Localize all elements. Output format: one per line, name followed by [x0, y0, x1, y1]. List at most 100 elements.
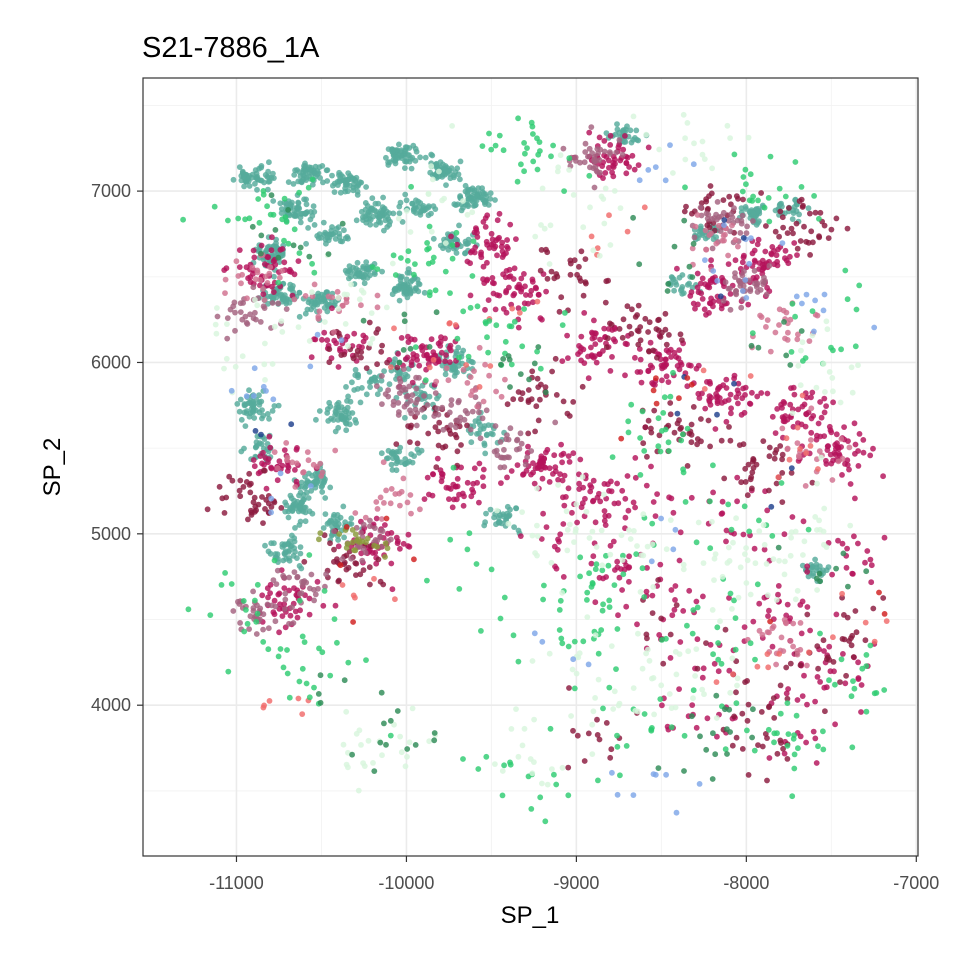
data-point	[835, 537, 841, 544]
data-point	[501, 446, 507, 453]
data-point	[559, 589, 566, 596]
data-point	[643, 131, 650, 138]
data-point	[446, 496, 452, 502]
data-point	[341, 677, 348, 684]
data-point	[322, 583, 328, 590]
data-point	[331, 558, 337, 565]
data-point	[453, 496, 460, 503]
data-point	[322, 495, 329, 501]
data-point	[583, 508, 590, 515]
data-point	[343, 544, 350, 551]
data-point	[534, 533, 541, 539]
data-point	[724, 726, 730, 732]
data-point	[576, 263, 582, 270]
data-point	[350, 355, 357, 362]
data-point	[302, 293, 309, 299]
data-point	[667, 517, 674, 523]
data-point	[855, 659, 861, 666]
data-point	[832, 681, 838, 688]
data-point	[643, 588, 650, 595]
data-point	[808, 415, 815, 422]
data-point	[487, 363, 494, 369]
data-point	[388, 486, 395, 492]
data-point	[275, 300, 282, 307]
data-point	[789, 410, 796, 416]
data-point	[853, 629, 860, 636]
data-point	[284, 454, 291, 461]
data-point	[531, 480, 538, 487]
data-point	[404, 753, 410, 760]
data-point	[442, 335, 448, 342]
data-point	[649, 541, 656, 547]
data-point	[783, 352, 790, 359]
data-point	[625, 507, 632, 514]
data-point	[351, 330, 358, 337]
data-point	[259, 494, 265, 500]
data-point	[609, 354, 615, 360]
data-point	[714, 199, 721, 205]
data-point	[682, 156, 689, 163]
data-point	[714, 393, 721, 400]
data-point	[786, 456, 793, 463]
data-point	[827, 451, 834, 458]
data-point	[658, 515, 664, 522]
data-point	[320, 602, 327, 609]
data-point	[473, 561, 480, 567]
data-point	[880, 595, 887, 601]
data-point	[266, 698, 273, 704]
data-point	[489, 275, 496, 281]
data-point	[472, 202, 478, 209]
data-point	[837, 679, 843, 685]
data-point	[410, 142, 417, 149]
data-point	[693, 598, 700, 605]
data-point	[387, 717, 394, 724]
data-point	[738, 217, 745, 224]
data-point	[645, 167, 652, 173]
data-point	[436, 168, 442, 175]
data-point	[316, 308, 323, 315]
data-point	[722, 279, 729, 286]
data-point	[740, 385, 746, 392]
data-point	[382, 522, 388, 528]
data-point	[464, 380, 471, 386]
data-point	[471, 465, 478, 472]
data-point	[342, 321, 349, 327]
data-point	[516, 281, 522, 288]
data-point	[372, 525, 378, 531]
data-point	[706, 232, 713, 239]
data-point	[644, 565, 650, 571]
data-point	[806, 649, 812, 656]
data-point	[308, 571, 315, 578]
data-point	[401, 285, 407, 292]
data-point	[684, 383, 691, 390]
data-point	[390, 455, 396, 462]
data-point	[303, 489, 310, 496]
data-point	[534, 298, 541, 305]
data-point	[620, 552, 626, 559]
data-point	[261, 179, 267, 186]
data-point	[207, 612, 214, 618]
data-point	[279, 267, 285, 274]
data-point	[383, 154, 389, 161]
data-point	[867, 642, 874, 649]
data-point	[546, 650, 553, 657]
data-point	[484, 259, 490, 266]
data-point	[329, 523, 335, 530]
data-point	[260, 611, 267, 618]
data-point	[340, 503, 347, 510]
data-point	[456, 586, 463, 592]
data-point	[365, 737, 372, 744]
data-point	[414, 410, 421, 416]
data-point	[721, 475, 728, 482]
data-point	[323, 571, 329, 578]
data-point	[799, 339, 806, 346]
data-point	[521, 271, 527, 277]
data-point	[589, 528, 596, 535]
data-point	[824, 656, 830, 662]
data-point	[600, 601, 606, 608]
data-point	[634, 621, 640, 628]
y-tick-label: 5000	[91, 524, 131, 544]
data-point	[386, 210, 393, 217]
data-point	[378, 450, 385, 457]
data-point	[286, 620, 292, 627]
